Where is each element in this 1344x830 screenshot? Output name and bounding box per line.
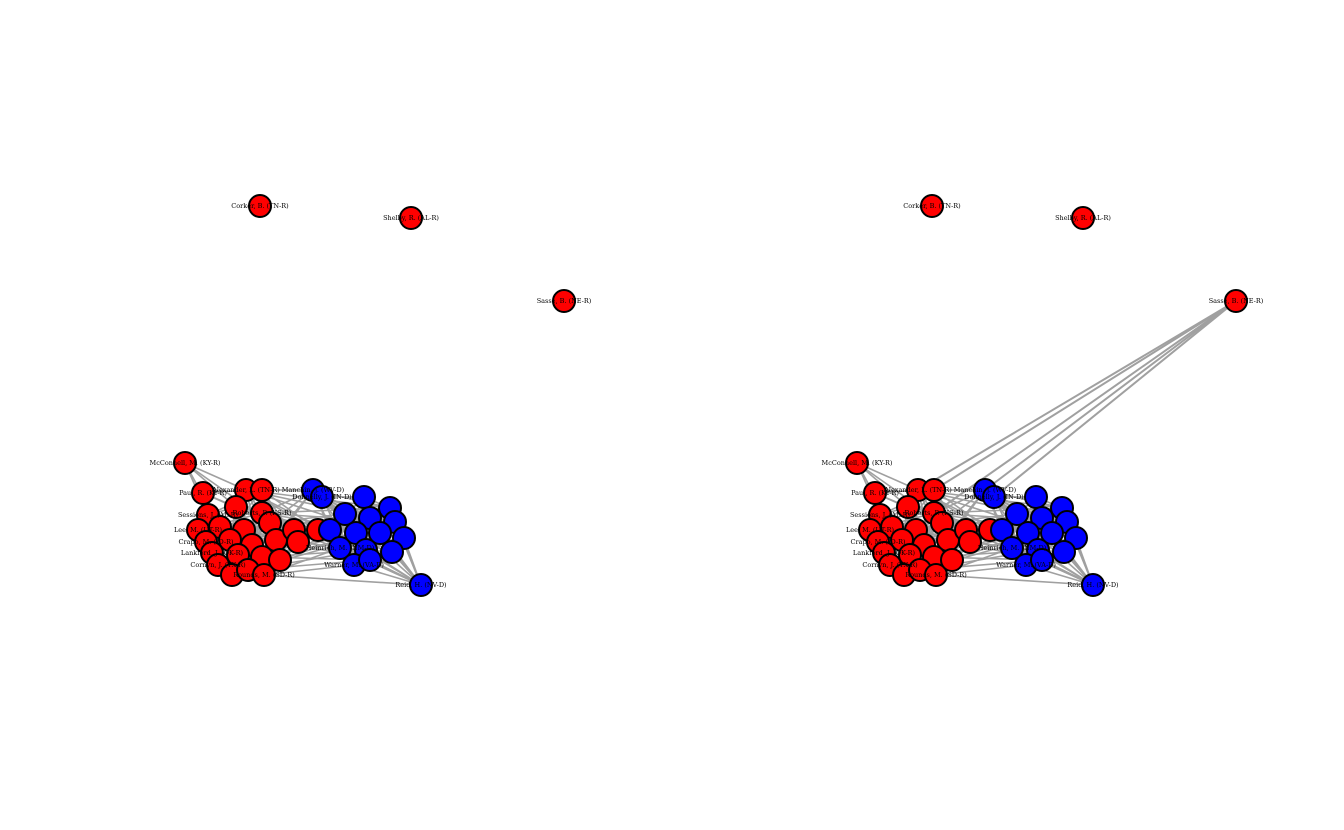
node-label-paul: Paul, R. (KY-R): [179, 489, 227, 497]
democrat-node: [1040, 521, 1064, 545]
node-label-reid: Reid, H. (NV-D): [1067, 581, 1119, 589]
node-label-mcconnell: McConnell, M. (KY-R): [822, 459, 893, 467]
node-label-donnelly: Donnelly, J. (IN-D): [964, 493, 1024, 501]
democrat-node: [368, 521, 392, 545]
democrat-node: [409, 573, 433, 597]
node-label-reid: Reid, H. (NV-D): [395, 581, 447, 589]
republican-node: [940, 548, 964, 572]
republican-node: [252, 563, 276, 587]
node-label-warner: Warner, M. (VA-D): [324, 561, 384, 569]
node-group: [845, 194, 1248, 597]
outlier-edge: [917, 300, 1237, 491]
outlier-edge: [984, 300, 1237, 491]
node-label-corker: Corker, B. (TN-R): [231, 202, 289, 210]
democrat-node: [352, 485, 376, 509]
republican-node: [1224, 289, 1248, 313]
outlier-edge: [993, 300, 1237, 498]
democrat-node: [1000, 536, 1024, 560]
node-label-mcconnell: McConnell, M. (KY-R): [150, 459, 221, 467]
node-label-sessions: Sessions, J. (AL-R): [178, 511, 238, 519]
republican-node: [191, 481, 215, 505]
node-label-lee: Lee, M. (UT-R): [174, 526, 223, 534]
node-label-alexander: Alexander, L. (TN-R): [211, 486, 280, 494]
node-label-lee: Lee, M. (UT-R): [846, 526, 895, 534]
republican-node: [958, 530, 982, 554]
democrat-node: [1024, 485, 1048, 509]
republican-node: [845, 451, 869, 475]
democrat-node: [318, 518, 342, 542]
democrat-node: [990, 518, 1014, 542]
republican-node: [224, 495, 248, 519]
node-label-warner: Warner, M. (VA-D): [996, 561, 1056, 569]
node-label-rounds: Rounds, M. (SD-R): [233, 571, 295, 579]
node-label-heinrich: Heinrich, M. (NM-D): [306, 544, 375, 552]
democrat-node: [1081, 573, 1105, 597]
label-group: Corker, B. (TN-R) Shelby, R. (AL-R) Sasse,…: [150, 202, 592, 589]
republican-node: [248, 194, 272, 218]
democrat-node: [1052, 540, 1076, 564]
node-label-manchin: Manchin, J. (WV-D): [282, 486, 345, 494]
edge: [935, 564, 1027, 576]
edge: [935, 574, 1094, 586]
node-label-crapo: Crapo, M. (ID-R): [178, 538, 233, 546]
node-label-roberts: Roberts, P. (KS-R): [233, 509, 292, 517]
outlier-edge: [933, 300, 1237, 491]
node-label-shelby: Shelby, R. (AL-R): [383, 214, 439, 222]
republican-node: [173, 451, 197, 475]
node-label-cornyn: Cornyn, J. (TX-R): [190, 561, 246, 569]
outlier-edge: [933, 300, 1237, 514]
republican-node: [896, 495, 920, 519]
node-label-manchin: Manchin, J. (WV-D): [954, 486, 1017, 494]
republican-node: [286, 530, 310, 554]
republican-node: [863, 481, 887, 505]
right-network-panel: Corker, B. (TN-R) Shelby, R. (AL-R) Sasse,…: [822, 194, 1264, 597]
node-label-paul: Paul, R. (KY-R): [851, 489, 899, 497]
node-label-sessions: Sessions, J. (AL-R): [850, 511, 910, 519]
republican-node: [924, 563, 948, 587]
edge: [263, 564, 355, 576]
democrat-node: [1005, 502, 1029, 526]
democrat-node: [982, 485, 1006, 509]
democrat-node: [380, 540, 404, 564]
node-label-shelby: Shelby, R. (AL-R): [1055, 214, 1111, 222]
node-label-sasse: Sasse, B. (NE-R): [537, 297, 592, 305]
democrat-node: [310, 485, 334, 509]
node-label-heinrich: Heinrich, M. (NM-D): [978, 544, 1047, 552]
republican-node: [552, 289, 576, 313]
node-label-roberts: Roberts, P. (KS-R): [905, 509, 964, 517]
node-label-corker: Corker, B. (TN-R): [903, 202, 961, 210]
node-label-rounds: Rounds, M. (SD-R): [905, 571, 967, 579]
label-group: Corker, B. (TN-R) Shelby, R. (AL-R) Sasse,…: [822, 202, 1264, 589]
republican-node: [268, 548, 292, 572]
node-label-crapo: Crapo, M. (ID-R): [850, 538, 905, 546]
republican-node: [399, 206, 423, 230]
node-label-cornyn: Cornyn, J. (TX-R): [862, 561, 918, 569]
democrat-node: [1030, 548, 1054, 572]
democrat-node: [333, 502, 357, 526]
democrat-node: [328, 536, 352, 560]
democrat-node: [358, 548, 382, 572]
node-label-alexander: Alexander, L. (TN-R): [883, 486, 952, 494]
left-network-panel: Corker, B. (TN-R) Shelby, R. (AL-R) Sasse,…: [150, 194, 592, 597]
node-group: [173, 194, 576, 597]
node-label-lankford: Lankford, J. (OK-R): [853, 549, 916, 557]
node-label-sasse: Sasse, B. (NE-R): [1209, 297, 1264, 305]
edge: [263, 574, 422, 586]
node-label-lankford: Lankford, J. (OK-R): [181, 549, 244, 557]
republican-node: [1071, 206, 1095, 230]
republican-node: [920, 194, 944, 218]
node-label-donnelly: Donnelly, J. (IN-D): [292, 493, 352, 501]
